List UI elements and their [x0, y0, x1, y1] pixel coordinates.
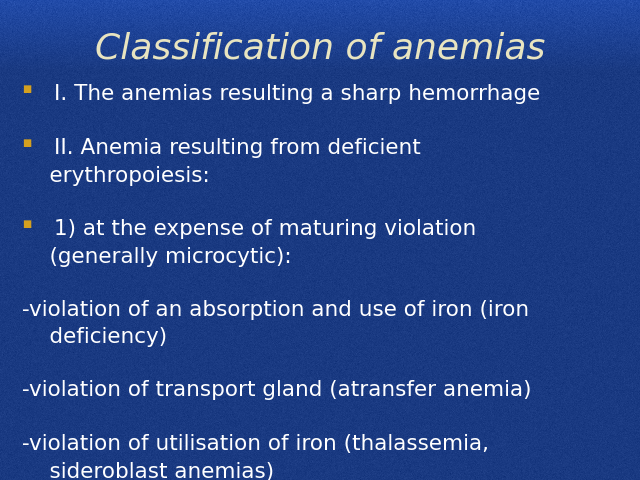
Text: (generally microcytic):: (generally microcytic): [22, 247, 292, 267]
Text: 1) at the expense of maturing violation: 1) at the expense of maturing violation [54, 219, 477, 239]
Text: ■: ■ [22, 138, 31, 148]
Text: Classification of anemias: Classification of anemias [95, 31, 545, 65]
Text: ■: ■ [22, 219, 31, 229]
Text: deficiency): deficiency) [22, 327, 168, 348]
Text: ■: ■ [22, 84, 31, 94]
Text: -violation of transport gland (atransfer anemia): -violation of transport gland (atransfer… [22, 380, 532, 400]
Text: erythropoiesis:: erythropoiesis: [22, 166, 210, 186]
Text: -violation of an absorption and use of iron (iron: -violation of an absorption and use of i… [22, 300, 529, 320]
Text: II. Anemia resulting from deficient: II. Anemia resulting from deficient [54, 138, 421, 158]
Text: -violation of utilisation of iron (thalassemia,: -violation of utilisation of iron (thala… [22, 434, 490, 455]
Text: sideroblast anemias): sideroblast anemias) [22, 462, 275, 480]
Text: I. The anemias resulting a sharp hemorrhage: I. The anemias resulting a sharp hemorrh… [54, 84, 541, 104]
